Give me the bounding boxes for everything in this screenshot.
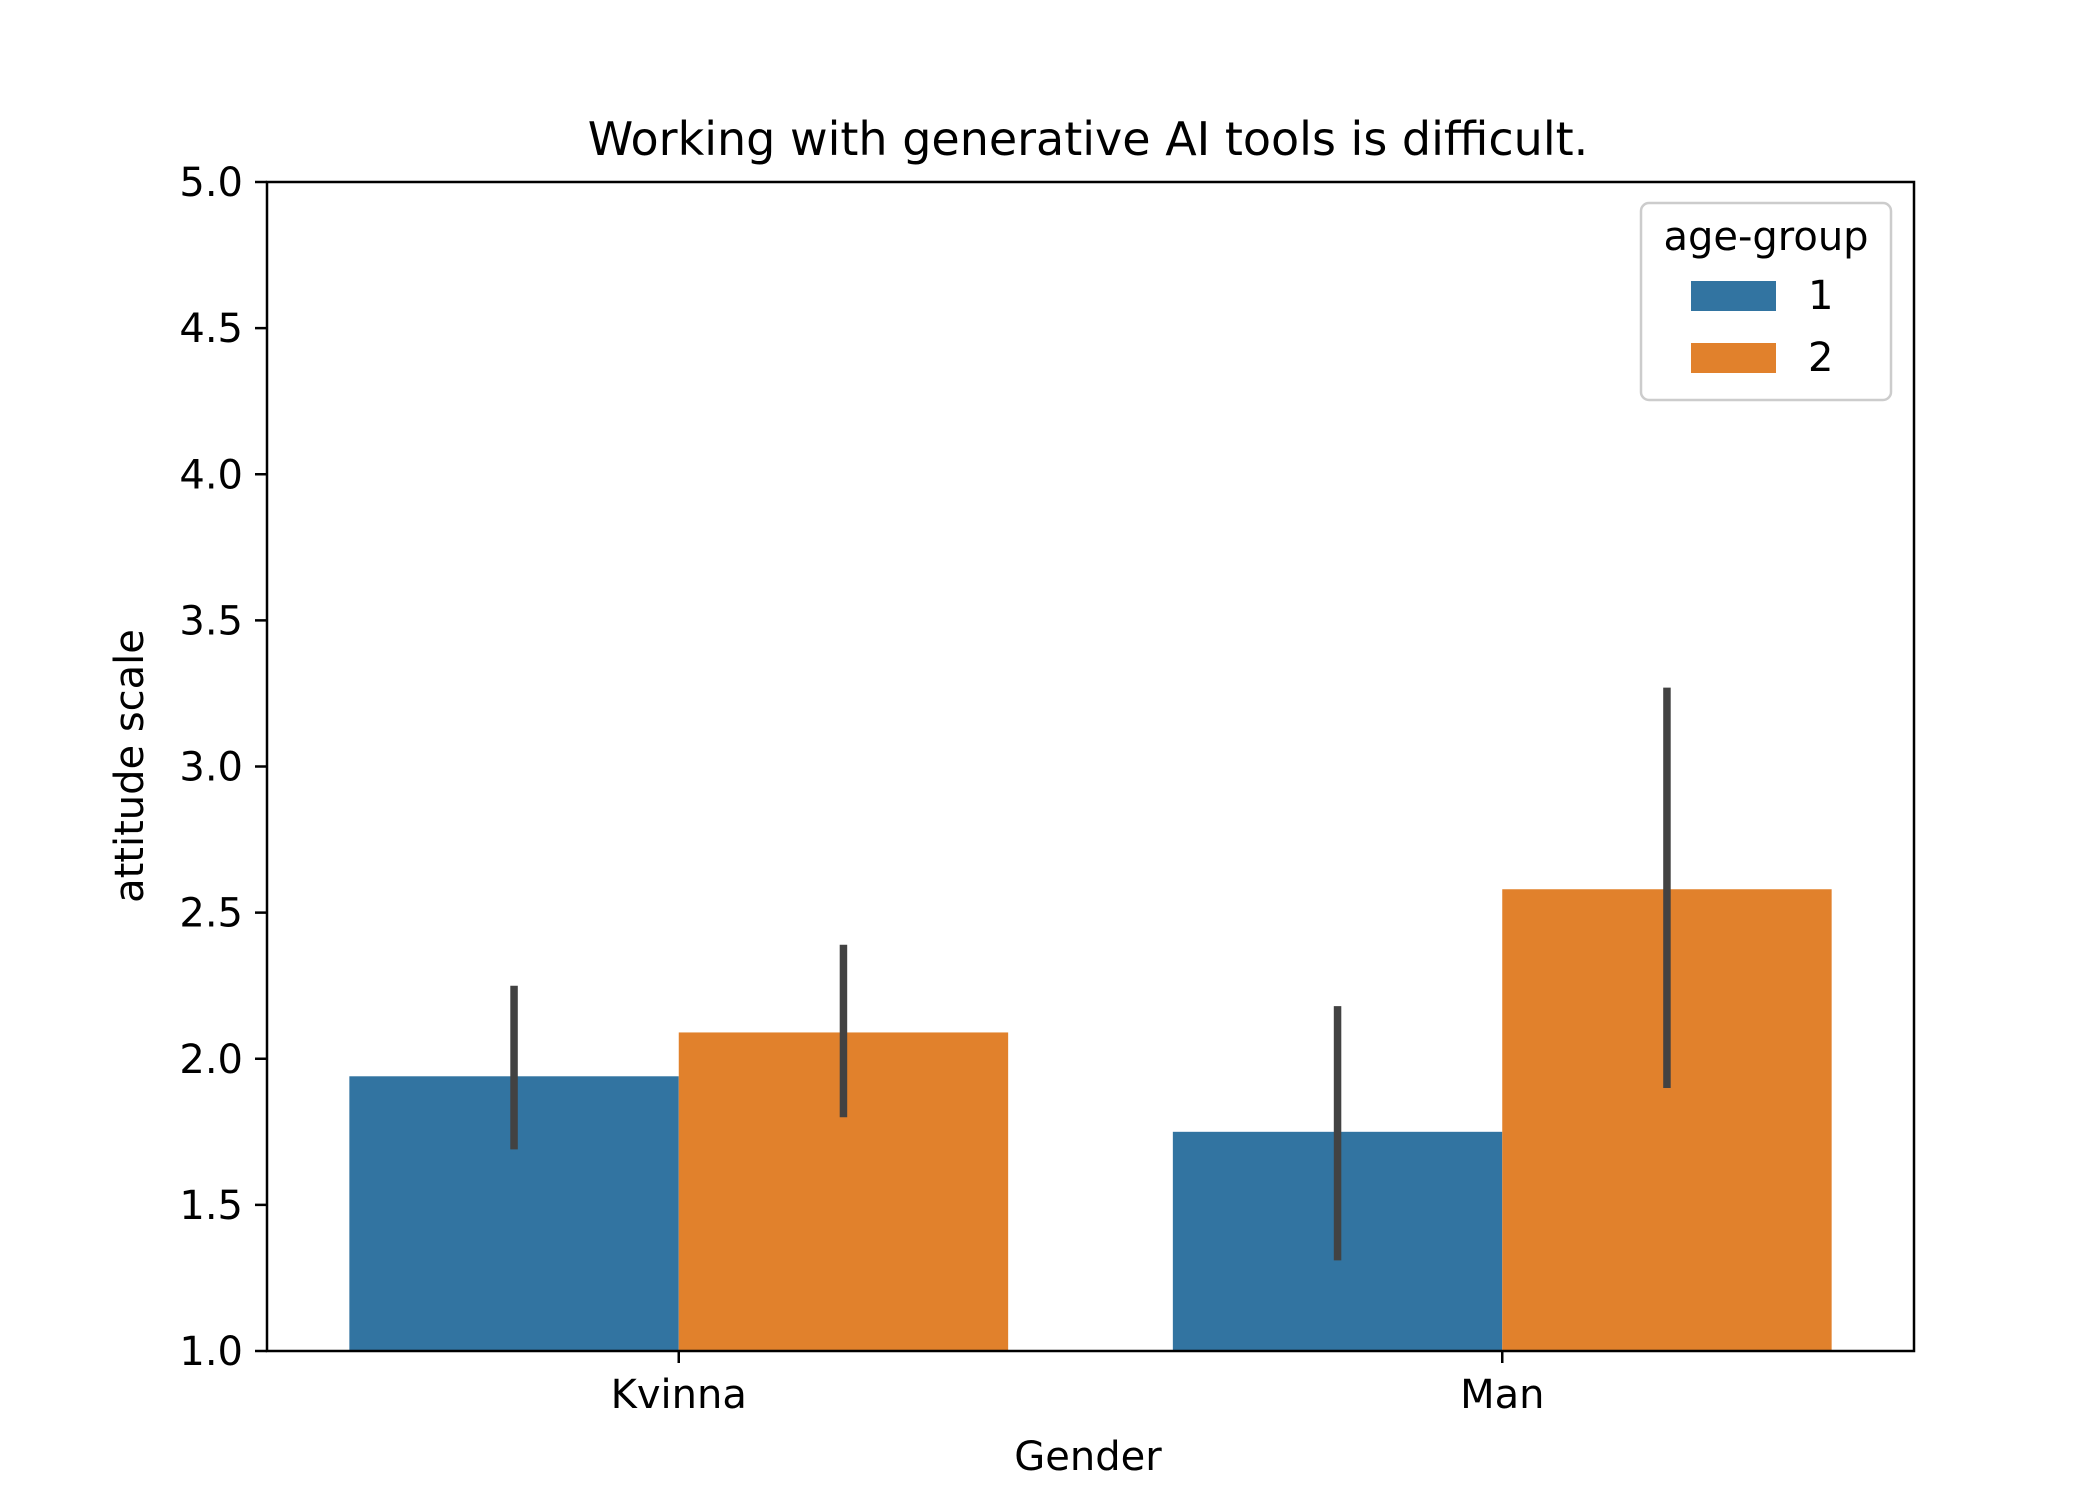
y-tick-label: 2.0 <box>179 1037 243 1083</box>
y-tick-label: 3.5 <box>179 598 243 644</box>
y-axis: 1.0 1.5 2.0 2.5 3.0 3.5 4.0 4.5 5.0 <box>179 160 267 1375</box>
y-tick-label: 4.5 <box>179 306 243 352</box>
legend-title: age-group <box>1663 214 1868 260</box>
chart-title: Working with generative AI tools is diff… <box>588 112 1589 166</box>
x-tick-label: Man <box>1460 1372 1544 1418</box>
legend-label-2: 2 <box>1808 335 1833 381</box>
legend-swatch-1 <box>1691 281 1776 311</box>
legend-swatch-2 <box>1691 343 1776 373</box>
y-tick-label: 2.5 <box>179 891 243 937</box>
y-tick-label: 1.0 <box>179 1329 243 1375</box>
x-axis-label: Gender <box>1014 1434 1162 1480</box>
errorbars-layer <box>510 687 1671 1261</box>
y-tick-label: 3.0 <box>179 745 243 791</box>
y-axis-label: attitude scale <box>107 629 153 903</box>
legend: age-group 12 <box>1639 201 1893 402</box>
x-axis: Kvinna Man <box>611 1351 1544 1418</box>
legend-label-1: 1 <box>1808 273 1833 319</box>
legend-items: 12 <box>1691 273 1833 381</box>
y-tick-label: 4.0 <box>179 452 243 498</box>
y-tick-label: 5.0 <box>179 160 243 206</box>
x-tick-label: Kvinna <box>611 1372 747 1418</box>
y-tick-label: 1.5 <box>179 1183 243 1229</box>
